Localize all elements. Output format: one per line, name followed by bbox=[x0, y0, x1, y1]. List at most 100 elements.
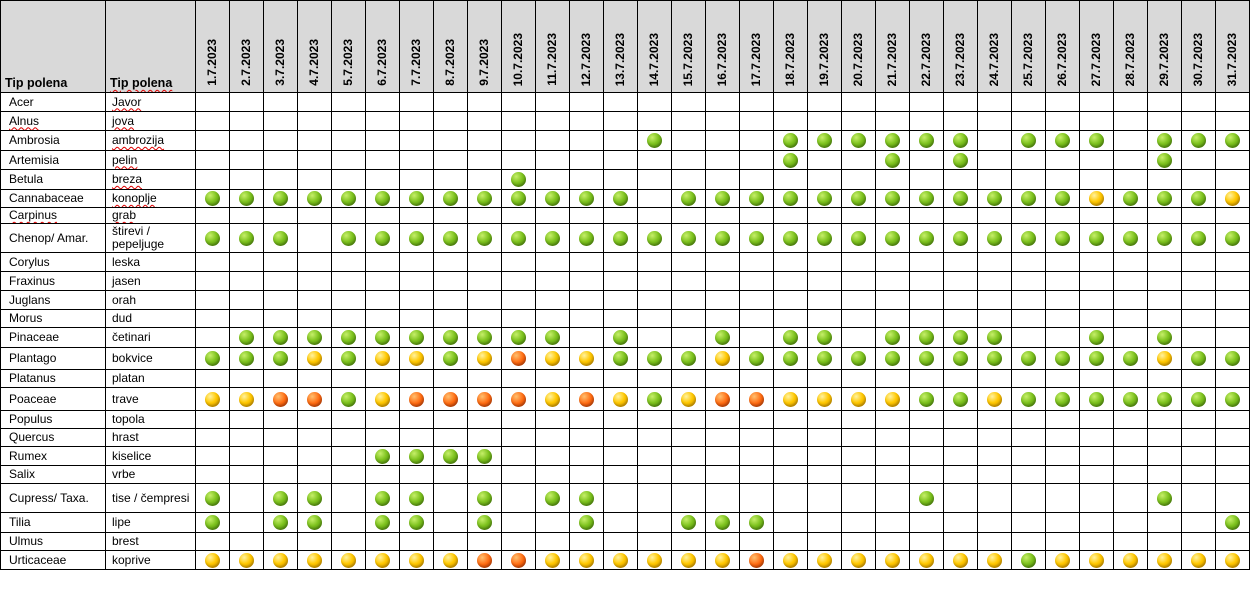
yellow-dot-icon bbox=[239, 552, 254, 568]
day-cell bbox=[1113, 271, 1148, 291]
pollen-local-label: četinari bbox=[112, 330, 151, 344]
pollen-latin-label: Plantago bbox=[9, 351, 57, 365]
day-cell bbox=[603, 550, 638, 570]
day-cell bbox=[535, 309, 570, 328]
day-cell bbox=[807, 271, 842, 291]
day-cell bbox=[501, 189, 536, 208]
pollen-latin-label: Pinaceae bbox=[9, 330, 60, 344]
pollen-local-name: topola bbox=[105, 410, 196, 429]
day-cell bbox=[1011, 532, 1046, 551]
day-cell bbox=[263, 271, 298, 291]
day-cell bbox=[705, 92, 740, 112]
day-cell bbox=[875, 189, 910, 208]
day-cell bbox=[875, 223, 910, 253]
day-cell bbox=[1147, 169, 1182, 190]
day-cell bbox=[1147, 483, 1182, 513]
day-cell bbox=[841, 550, 876, 570]
day-cell bbox=[739, 410, 774, 429]
day-cell bbox=[195, 369, 230, 388]
green-dot-icon bbox=[1021, 230, 1036, 246]
day-cell bbox=[1045, 92, 1080, 112]
day-cell bbox=[331, 150, 366, 170]
day-cell bbox=[229, 150, 264, 170]
green-dot-icon bbox=[341, 330, 356, 345]
day-cell bbox=[671, 271, 706, 291]
date-header: 16.7.2023 bbox=[705, 0, 740, 93]
green-dot-icon bbox=[205, 191, 220, 206]
day-cell bbox=[773, 111, 808, 131]
date-header: 29.7.2023 bbox=[1147, 0, 1182, 93]
day-cell bbox=[807, 428, 842, 447]
date-label: 2.7.2023 bbox=[239, 39, 253, 86]
day-cell bbox=[1045, 347, 1080, 370]
pollen-latin-name: Artemisia bbox=[0, 150, 106, 170]
day-cell bbox=[875, 111, 910, 131]
day-cell bbox=[739, 327, 774, 348]
green-dot-icon bbox=[545, 330, 560, 345]
green-dot-icon bbox=[953, 351, 968, 366]
day-cell bbox=[943, 410, 978, 429]
day-cell bbox=[875, 465, 910, 484]
date-header: 3.7.2023 bbox=[263, 0, 298, 93]
green-dot-icon bbox=[1157, 152, 1172, 168]
day-cell bbox=[1147, 207, 1182, 224]
day-cell bbox=[875, 483, 910, 513]
yellow-dot-icon bbox=[681, 552, 696, 568]
day-cell bbox=[195, 446, 230, 466]
day-cell bbox=[1181, 207, 1216, 224]
day-cell bbox=[365, 111, 400, 131]
day-cell bbox=[977, 428, 1012, 447]
day-cell bbox=[637, 207, 672, 224]
day-cell bbox=[467, 290, 502, 310]
green-dot-icon bbox=[1055, 230, 1070, 246]
day-cell bbox=[943, 369, 978, 388]
day-cell bbox=[569, 111, 604, 131]
day-cell bbox=[1045, 483, 1080, 513]
day-cell bbox=[331, 271, 366, 291]
pollen-local-label: brest bbox=[112, 534, 139, 548]
pollen-latin-name: Ulmus bbox=[0, 532, 106, 551]
day-cell bbox=[399, 327, 434, 348]
day-cell bbox=[739, 207, 774, 224]
day-cell bbox=[909, 92, 944, 112]
day-cell bbox=[535, 532, 570, 551]
day-cell bbox=[739, 252, 774, 272]
day-cell bbox=[1011, 347, 1046, 370]
green-dot-icon bbox=[375, 230, 390, 246]
day-cell bbox=[671, 92, 706, 112]
day-cell bbox=[739, 347, 774, 370]
date-label: 11.7.2023 bbox=[545, 33, 559, 86]
day-cell bbox=[637, 410, 672, 429]
green-dot-icon bbox=[851, 133, 866, 148]
table-row: Salix vrbe bbox=[0, 465, 1250, 484]
day-cell bbox=[1079, 130, 1114, 151]
pollen-latin-name: Chenop/ Amar. bbox=[0, 223, 106, 253]
day-cell bbox=[875, 207, 910, 224]
day-cell bbox=[365, 290, 400, 310]
day-cell bbox=[263, 309, 298, 328]
pollen-local-label: bokvice bbox=[112, 351, 153, 365]
day-cell bbox=[773, 428, 808, 447]
day-cell bbox=[569, 290, 604, 310]
pollen-local-name: leska bbox=[105, 252, 196, 272]
yellow-dot-icon bbox=[953, 552, 968, 568]
date-label: 3.7.2023 bbox=[273, 39, 287, 86]
pollen-local-name: platan bbox=[105, 369, 196, 388]
day-cell bbox=[875, 550, 910, 570]
header-row: Tip polena Tip polena 1.7.2023 2.7.2023 3.… bbox=[0, 0, 1250, 93]
day-cell bbox=[909, 550, 944, 570]
date-header: 7.7.2023 bbox=[399, 0, 434, 93]
green-dot-icon bbox=[715, 330, 730, 345]
day-cell bbox=[603, 252, 638, 272]
day-cell bbox=[535, 111, 570, 131]
day-cell bbox=[977, 223, 1012, 253]
day-cell bbox=[603, 207, 638, 224]
day-cell bbox=[1045, 252, 1080, 272]
day-cell bbox=[501, 369, 536, 388]
day-cell bbox=[739, 483, 774, 513]
day-cell bbox=[535, 347, 570, 370]
day-cell bbox=[637, 92, 672, 112]
pollen-local-label: jova bbox=[112, 113, 135, 128]
day-cell bbox=[807, 207, 842, 224]
day-cell bbox=[1181, 327, 1216, 348]
